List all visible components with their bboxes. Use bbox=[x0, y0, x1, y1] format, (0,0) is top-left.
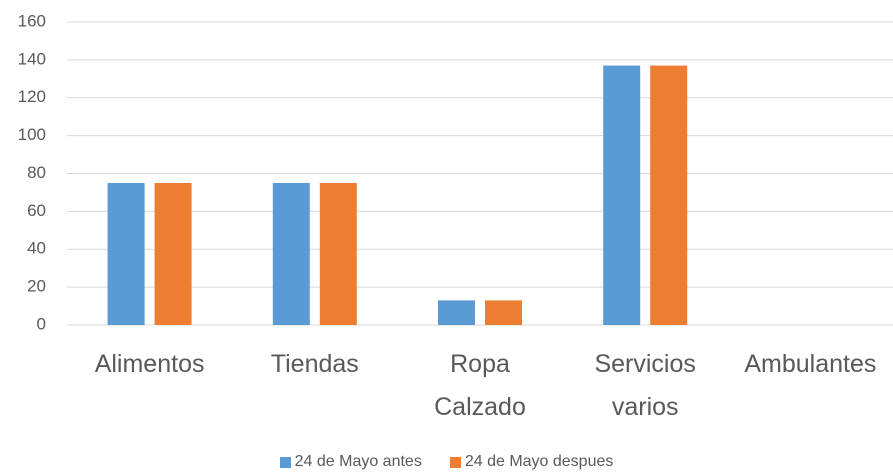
bar bbox=[485, 300, 522, 325]
bar bbox=[650, 65, 688, 326]
y-tick-label: 20 bbox=[27, 277, 46, 296]
legend-swatch bbox=[279, 456, 291, 468]
bar bbox=[438, 300, 475, 325]
legend: 24 de Mayo antes 24 de Mayo despues bbox=[0, 453, 893, 471]
bar bbox=[154, 182, 192, 325]
x-tick-label: Ropa Calzado bbox=[434, 350, 526, 421]
y-tick-label: 120 bbox=[18, 87, 46, 106]
y-tick-label: 80 bbox=[27, 163, 46, 182]
legend-label: 24 de Mayo despues bbox=[464, 453, 614, 470]
legend-swatch bbox=[449, 456, 461, 468]
x-tick-label: Servicios varios bbox=[594, 350, 696, 421]
y-tick-label: 0 bbox=[37, 314, 46, 333]
y-tick-label: 140 bbox=[18, 49, 46, 68]
bar bbox=[319, 182, 357, 325]
legend-item: 24 de Mayo antes bbox=[279, 453, 422, 471]
bar bbox=[272, 182, 310, 325]
legend-item: 24 de Mayo despues bbox=[449, 453, 614, 471]
x-tick-label: Tiendas bbox=[270, 350, 359, 378]
bar bbox=[603, 65, 641, 326]
y-tick-label: 100 bbox=[18, 125, 46, 144]
x-tick-label: Alimentos bbox=[94, 350, 205, 378]
y-tick-label: 60 bbox=[27, 201, 46, 220]
legend-label: 24 de Mayo antes bbox=[294, 453, 422, 470]
y-tick-label: 160 bbox=[18, 11, 46, 30]
bar bbox=[107, 182, 145, 325]
x-tick-label: Ambulantes bbox=[744, 350, 877, 378]
y-tick-label: 40 bbox=[27, 239, 46, 258]
